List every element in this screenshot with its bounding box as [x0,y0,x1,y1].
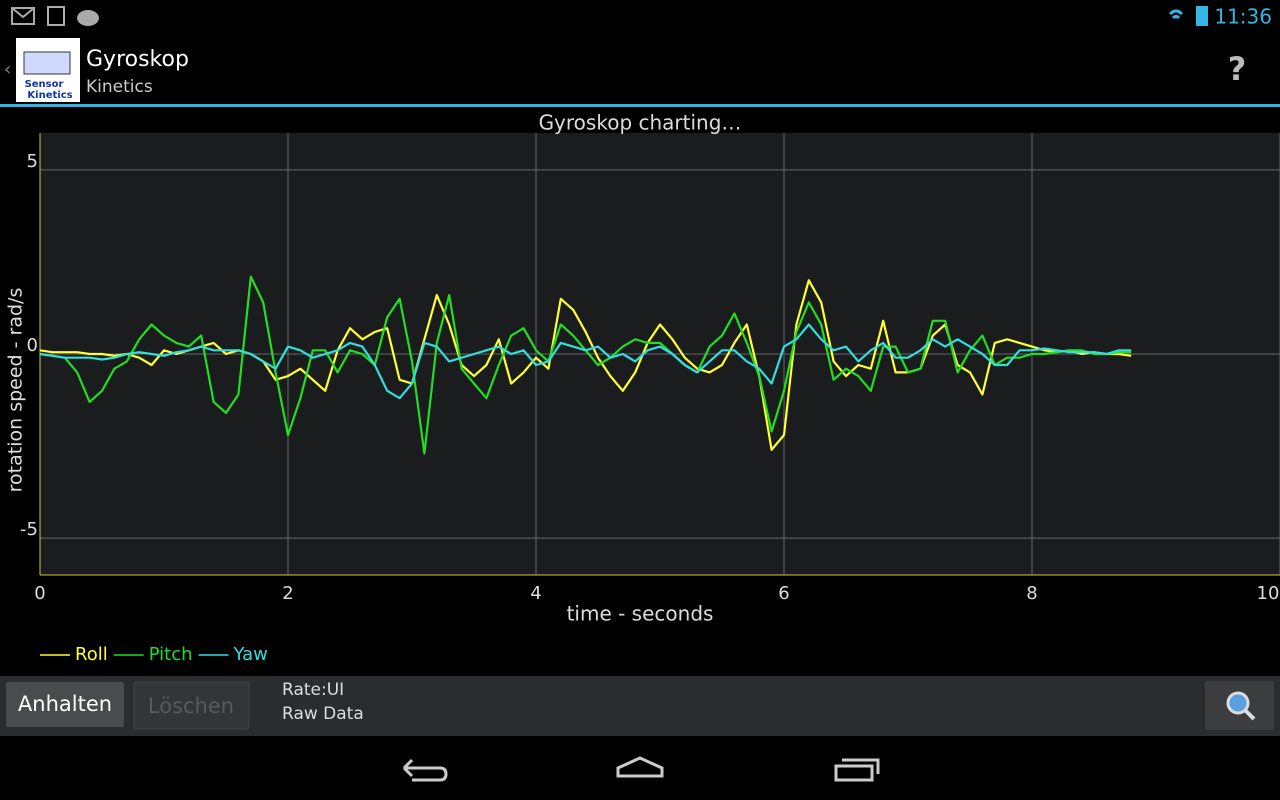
clear-button-label: Löschen [148,694,234,718]
clock: 11:36 [1214,5,1272,29]
y-tick-label: -5 [20,519,38,540]
recents-button[interactable] [834,758,880,782]
mode-label: Raw Data [282,704,364,724]
plot: 0 2 4 6 8 10 -5 0 5 Roll Pitch Yaw [20,133,1280,665]
app-icon-text: Sensor [25,79,64,90]
back-button[interactable] [402,758,448,782]
clear-button[interactable] [133,681,250,730]
nav-bar [402,756,880,782]
legend-label: Pitch [149,644,193,665]
android-icon [77,10,99,26]
up-caret[interactable]: ‹ [4,59,11,80]
download-icon [47,6,65,26]
y-tick-label: 0 [27,335,38,356]
action-bar: ‹ Sensor Kinetics Gyroskop Kinetics ? [0,38,1280,107]
x-tick-label: 2 [282,583,293,604]
toolbar: Anhalten Löschen Rate:UI Raw Data [0,676,1280,736]
x-tick-label: 0 [34,583,45,604]
app-title: Gyroskop [86,47,189,72]
wifi-icon [1168,9,1184,20]
legend-label: Roll [75,644,108,665]
x-tick-label: 4 [530,583,541,604]
home-button[interactable] [616,756,664,778]
stop-button-label: Anhalten [18,692,112,716]
app-icon-device [23,51,71,75]
x-tick-label: 8 [1026,583,1037,604]
zoom-icon [1243,708,1256,721]
help-button[interactable]: ? [1228,50,1247,88]
x-axis-label: time - seconds [567,602,714,626]
mail-icon [11,7,35,25]
series-line [39,323,1132,400]
stop-button[interactable] [6,682,124,727]
chart-title: Gyroskop charting… [539,111,742,135]
zoom-icon [1226,691,1250,715]
y-axis-label: rotation speed - rad/s [5,288,27,493]
rate-label: Rate:UI [282,680,344,700]
battery-icon [1196,6,1208,26]
y-tick-label: 5 [27,151,38,172]
legend-label: Yaw [233,644,268,665]
status-bar: 11:36 [11,5,1272,29]
mail-icon [11,7,35,19]
action-bar-divider [0,104,1280,107]
app-subtitle: Kinetics [86,77,153,97]
x-tick-label: 10 [1257,583,1280,604]
x-tick-label: 6 [778,583,789,604]
app-icon-text: Kinetics [27,90,72,101]
